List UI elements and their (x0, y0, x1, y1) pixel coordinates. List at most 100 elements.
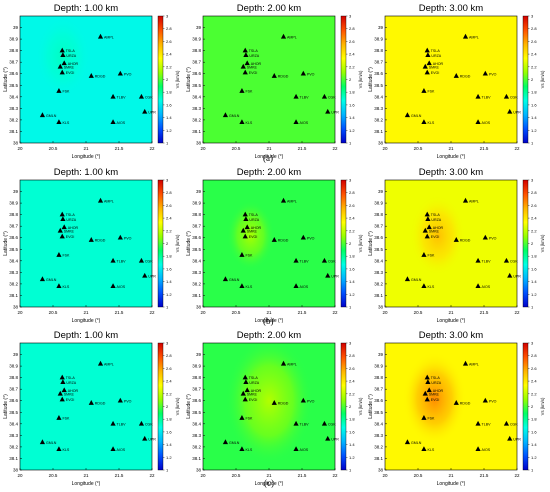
station-marker (57, 63, 63, 69)
station-label: KLS (62, 448, 69, 452)
colorbar-tick-label: 2.6 (166, 366, 172, 371)
y-tick-label: 38.2 (374, 117, 383, 122)
station-marker (56, 415, 62, 420)
x-axis-label: Longitude (°) (437, 481, 466, 487)
station-marker (280, 360, 287, 366)
y-tick-label: 38 (13, 468, 19, 473)
station-label: AHOR (68, 226, 79, 230)
station-label: TSLA (431, 376, 441, 380)
station-label: KLS (245, 448, 252, 452)
station-label: RDGD (460, 239, 471, 243)
y-tick-label: 38.6 (9, 235, 18, 240)
station-label: SMKE (64, 392, 75, 396)
station-marker (59, 47, 65, 53)
y-tick-label: 38.9 (9, 37, 18, 42)
station-label: CGK (145, 259, 153, 263)
station-label: GMLN (46, 278, 57, 282)
x-tick-label: 21 (266, 473, 272, 478)
station-marker (142, 272, 148, 278)
colorbar-tick-label: 1 (349, 305, 352, 310)
colorbar-tick-label: 2.4 (531, 52, 537, 57)
y-tick-label: 38.3 (9, 106, 18, 111)
station-label: TLBV (300, 95, 310, 99)
y-tick-label: 38.3 (374, 270, 383, 275)
y-tick-label: 39 (13, 189, 19, 194)
station-label: TSLA (66, 49, 76, 53)
station-label: GMLN (411, 441, 422, 445)
y-tick-label: 38.8 (374, 48, 383, 53)
station-marker (243, 216, 249, 222)
panel-title: Depth: 3.00 km (419, 167, 484, 178)
station-marker (240, 63, 246, 69)
y-tick-label: 39 (196, 25, 202, 30)
station-label: CGK (510, 95, 518, 99)
colorbar-tick-label: 2 (166, 241, 169, 246)
station-label: UPR (331, 274, 339, 278)
y-tick-label: 39 (378, 25, 384, 30)
station-marker (110, 446, 116, 452)
station-marker (240, 227, 246, 233)
station-marker (425, 379, 431, 385)
colorbar-tick-label: 1.4 (531, 442, 537, 447)
station-marker (404, 276, 411, 282)
station-marker (462, 197, 469, 203)
station-marker (244, 60, 250, 66)
y-tick-label: 38.7 (192, 224, 201, 229)
colorbar-tick-label: 2.6 (349, 203, 355, 208)
colorbar-tick-label: 3 (531, 341, 534, 346)
colorbar-tick-label: 1.6 (531, 102, 537, 107)
x-tick-label: 20.5 (414, 146, 423, 151)
x-tick-label: 21.5 (480, 310, 489, 315)
station-marker (280, 197, 287, 203)
x-tick-label: 21.5 (298, 146, 307, 151)
station-marker (56, 119, 62, 125)
colorbar-tick-label: 2.2 (349, 391, 355, 396)
x-tick-label: 20 (17, 310, 23, 315)
station-label: TLBV (482, 259, 492, 263)
colorbar-tick-label: 2.2 (349, 64, 355, 69)
colorbar-tick-label: 2.6 (531, 203, 537, 208)
colorbar-tick-label: 2.8 (349, 353, 355, 358)
x-tick-label: 21.5 (298, 310, 307, 315)
station-marker (239, 283, 245, 289)
station-label: TSLA (249, 49, 259, 53)
station-label: URZA (66, 54, 76, 58)
y-tick-label: 38 (13, 141, 19, 146)
station-marker (117, 234, 123, 240)
y-tick-label: 38.4 (192, 94, 201, 99)
y-tick-label: 38.9 (374, 37, 383, 42)
station-marker (242, 69, 248, 75)
colorbar-tick-label: 1 (531, 141, 534, 146)
station-marker (117, 397, 123, 403)
station-label: UPR (148, 274, 156, 278)
colorbar-tick-label: 1.4 (166, 442, 172, 447)
colorbar-tick-label: 1.6 (349, 429, 355, 434)
colorbar-tick-label: 2.6 (349, 366, 355, 371)
station-marker (325, 435, 331, 441)
station-label: KLS (427, 121, 434, 125)
y-tick-label: 38.8 (9, 48, 18, 53)
station-label: TLBV (482, 95, 492, 99)
station-marker (243, 379, 249, 385)
colorbar-tick-label: 2 (349, 404, 352, 409)
x-tick-label: 22 (149, 310, 155, 315)
colorbar-tick-label: 1 (166, 468, 169, 473)
station-marker (422, 227, 428, 233)
x-tick-label: 20.5 (232, 146, 241, 151)
station-marker (503, 257, 510, 263)
x-tick-label: 22 (149, 146, 155, 151)
colorbar-tick-label: 1.4 (166, 279, 172, 284)
y-axis-label: Latitude (°) (186, 231, 192, 256)
station-marker (422, 63, 428, 69)
station-label: UPR (148, 437, 156, 441)
colorbar-tick-label: 1.8 (349, 417, 355, 422)
station-label: UPR (513, 437, 521, 441)
station-marker (321, 93, 328, 99)
station-marker (59, 374, 65, 380)
station-marker (88, 237, 94, 242)
station-label: SMKE (429, 65, 440, 69)
x-tick-label: 21.5 (480, 473, 489, 478)
station-label: CGK (145, 95, 153, 99)
colorbar-label: Vs (km/s) (540, 234, 545, 252)
